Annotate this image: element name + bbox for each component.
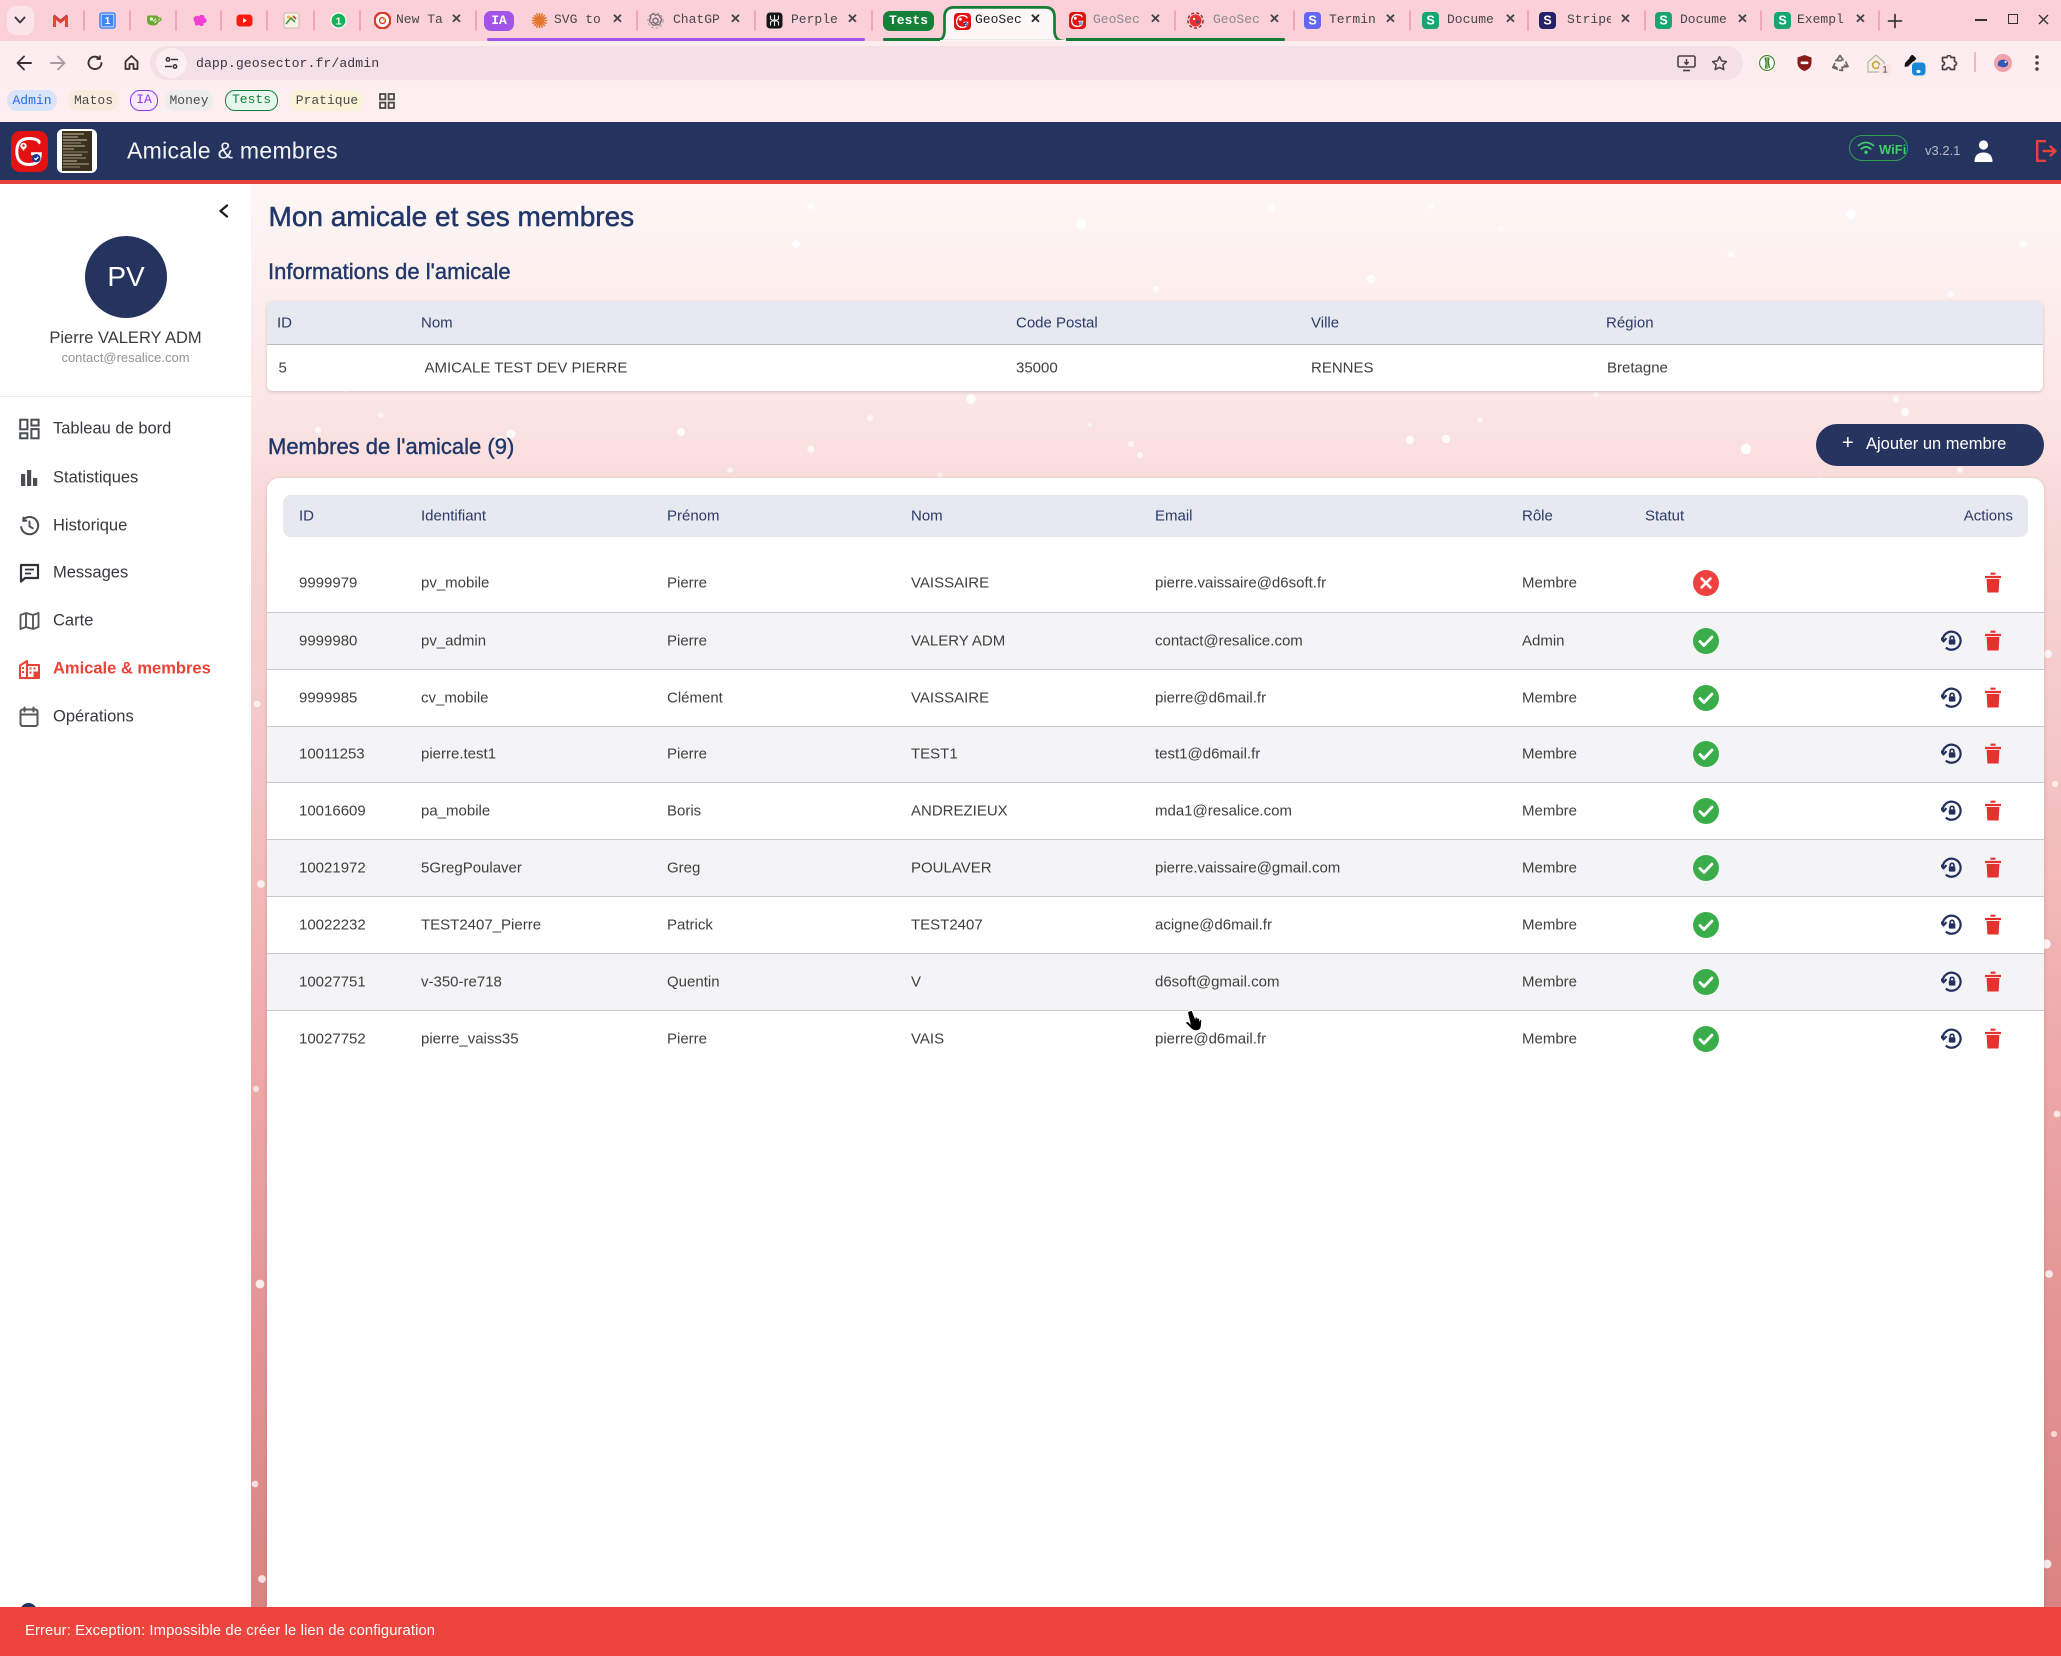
svg-text:S: S (1308, 14, 1316, 28)
svg-text:1: 1 (1882, 65, 1887, 75)
svg-text:S: S (1543, 14, 1551, 28)
svg-text:1: 1 (105, 16, 111, 27)
svg-text:S: S (1778, 14, 1786, 28)
svg-text:S: S (1659, 14, 1667, 28)
svg-text:1: 1 (336, 15, 342, 27)
svg-text:S: S (1426, 14, 1434, 28)
